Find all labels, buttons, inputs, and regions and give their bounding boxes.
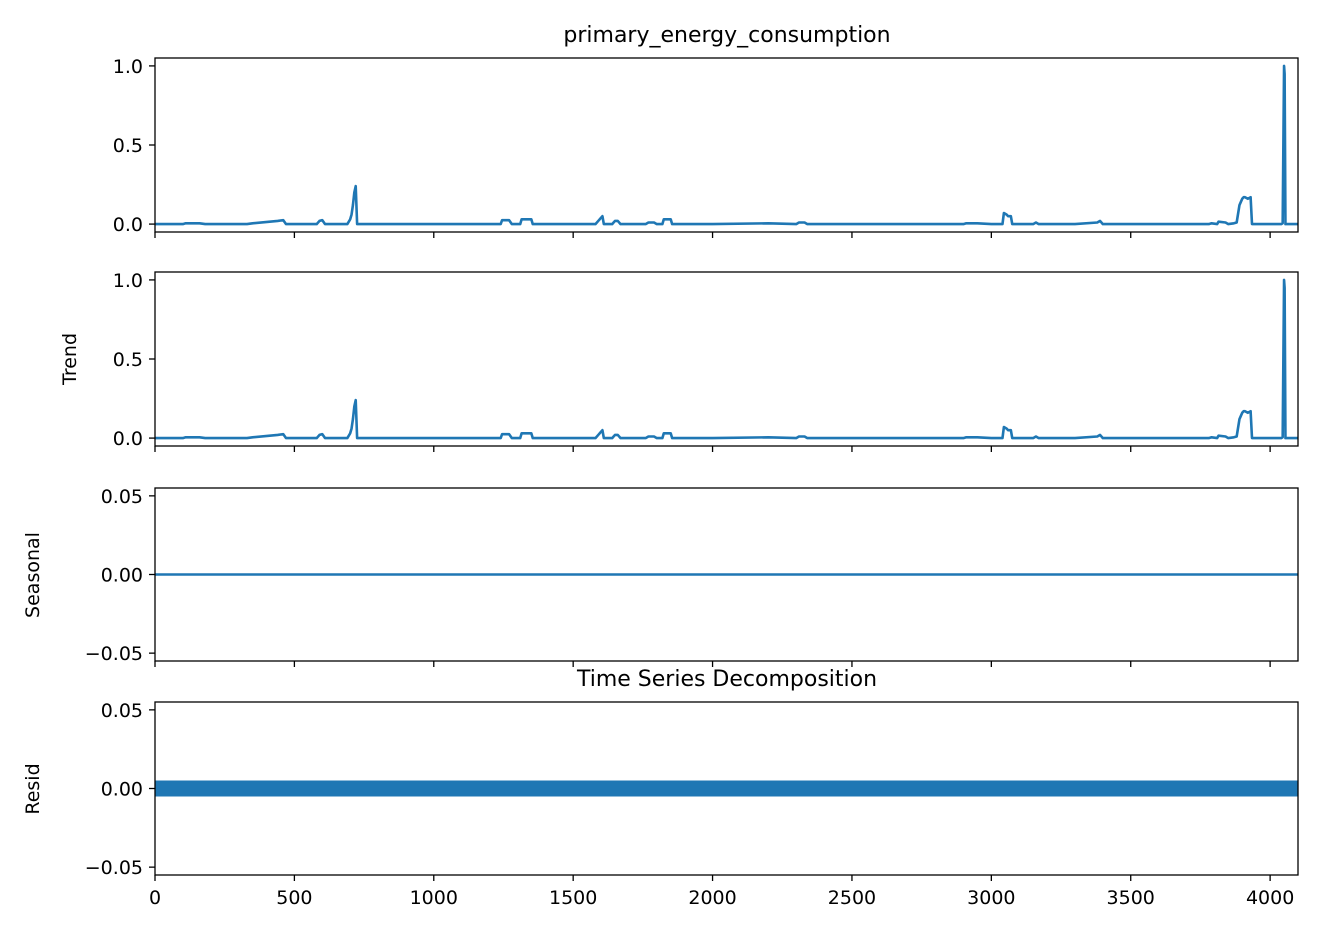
figure-subtitle: Time Series Decomposition bbox=[576, 667, 877, 692]
seasonal-ytick-label: −0.05 bbox=[85, 643, 143, 665]
trend-x-axis bbox=[154, 446, 1271, 452]
observed-ytick-label: 1.0 bbox=[113, 56, 143, 78]
resid-ytick-label: 0.00 bbox=[101, 779, 143, 801]
observed-ytick-label: 0.0 bbox=[113, 214, 143, 236]
resid-xtick-label: 3000 bbox=[967, 887, 1015, 909]
resid-marker-band bbox=[155, 780, 1298, 797]
resid-xtick-label: 2000 bbox=[688, 887, 736, 909]
resid-series bbox=[155, 780, 1298, 797]
resid-x-axis: 0 500 1000 1500 2000 2500 3000 3500 4000 bbox=[149, 875, 1294, 909]
resid-y-label: Resid bbox=[22, 763, 44, 814]
figure-title: primary_energy_consumption bbox=[563, 23, 890, 48]
seasonal-ytick-label: 0.00 bbox=[101, 565, 143, 587]
trend-axes-frame bbox=[154, 271, 1299, 447]
seasonal-y-axis: 0.05 0.00 −0.05 bbox=[85, 486, 155, 665]
seasonal-panel: 0.05 0.00 −0.05 Seasonal bbox=[22, 486, 1299, 667]
resid-xtick-label: 4000 bbox=[1246, 887, 1294, 909]
resid-ytick-label: 0.05 bbox=[101, 700, 143, 722]
resid-xtick-label: 2500 bbox=[828, 887, 876, 909]
resid-xtick-label: 1500 bbox=[549, 887, 597, 909]
resid-ytick-label: −0.05 bbox=[85, 857, 143, 879]
trend-panel: 0.0 0.5 1.0 Trend bbox=[59, 270, 1299, 452]
seasonal-x-axis bbox=[154, 661, 1271, 667]
observed-series bbox=[155, 64, 1298, 226]
trend-ytick-label: 0.0 bbox=[113, 428, 143, 450]
resid-xtick-label: 500 bbox=[276, 887, 312, 909]
observed-x-axis bbox=[154, 232, 1271, 238]
trend-series bbox=[155, 278, 1298, 440]
observed-axes-frame bbox=[154, 57, 1299, 233]
observed-ytick-label: 0.5 bbox=[113, 135, 143, 157]
observed-panel: 0.0 0.5 1.0 bbox=[113, 56, 1299, 238]
trend-ytick-label: 1.0 bbox=[113, 270, 143, 292]
seasonal-ytick-label: 0.05 bbox=[101, 486, 143, 508]
trend-line bbox=[155, 278, 1298, 440]
seasonal-y-label: Seasonal bbox=[22, 532, 44, 618]
observed-y-axis: 0.0 0.5 1.0 bbox=[113, 56, 155, 236]
resid-xtick-label: 1000 bbox=[410, 887, 458, 909]
resid-panel: 0.05 0.00 −0.05 0 500 1000 1500 2000 2500 3000 35… bbox=[22, 700, 1299, 909]
resid-y-axis: 0.05 0.00 −0.05 bbox=[85, 700, 155, 879]
resid-xtick-label: 0 bbox=[149, 887, 161, 909]
trend-ytick-label: 0.5 bbox=[113, 349, 143, 371]
resid-xtick-label: 3500 bbox=[1107, 887, 1155, 909]
observed-line bbox=[155, 64, 1298, 226]
trend-y-label: Trend bbox=[59, 333, 81, 386]
trend-y-axis: 0.0 0.5 1.0 bbox=[113, 270, 155, 450]
